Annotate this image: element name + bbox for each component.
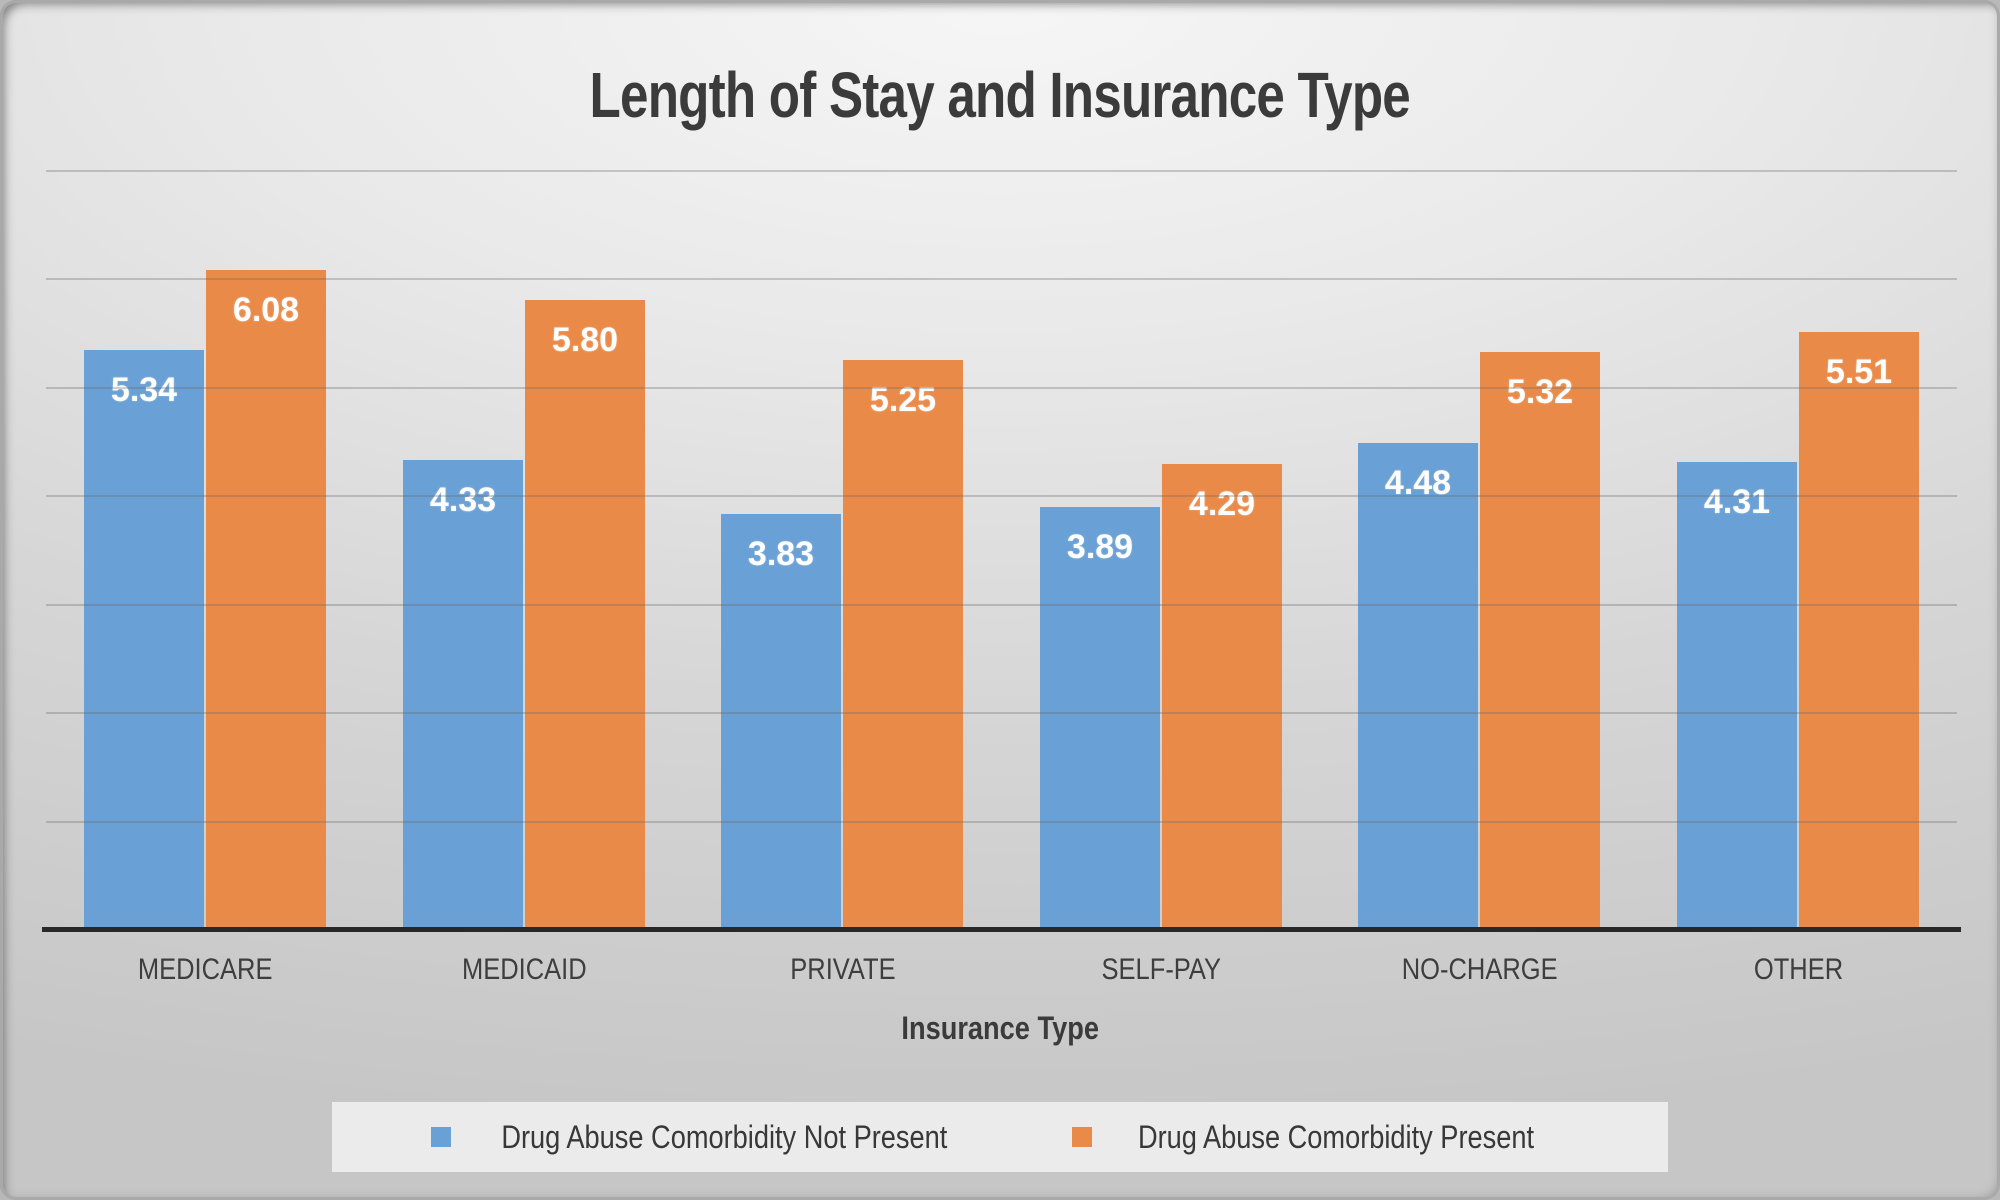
gridline-y-4 — [46, 495, 1957, 497]
legend: Drug Abuse Comorbidity Not Present Drug A… — [332, 1102, 1668, 1172]
bar-value-label: 3.89 — [1066, 528, 1134, 566]
legend-swatch-icon — [1072, 1127, 1093, 1147]
bar-medicaid-series-2[interactable]: 5.80 — [525, 300, 645, 929]
bar-no-charge-series-1[interactable]: 4.48 — [1358, 443, 1478, 929]
bar-value-label: 4.48 — [1384, 464, 1452, 502]
bar-medicaid-series-1[interactable]: 4.33 — [403, 460, 523, 929]
bar-medicare-series-1[interactable]: 5.34 — [84, 350, 204, 929]
bar-value-label: 5.34 — [110, 371, 178, 409]
bar-other-series-2[interactable]: 5.51 — [1799, 332, 1919, 929]
plot-area: 5.34 6.08 4.33 5.80 3.83 5.25 3.89 4.29 4.48 5.32… — [42, 170, 1961, 932]
x-axis-title: Insurance Type — [0, 1010, 2000, 1047]
x-axis-label-medicaid: MEDICAID — [462, 953, 587, 986]
x-axis-label-other: OTHER — [1753, 953, 1844, 986]
bar-medicare-series-2[interactable]: 6.08 — [206, 270, 326, 929]
bar-value-label: 6.08 — [232, 291, 300, 329]
legend-item-series-1[interactable]: Drug Abuse Comorbidity Not Present — [430, 1118, 987, 1156]
bar-value-label: 4.33 — [429, 481, 497, 519]
gridline-y-6 — [46, 278, 1957, 280]
bar-private-series-2[interactable]: 5.25 — [843, 360, 963, 929]
gridline-y-1 — [46, 821, 1957, 823]
x-axis-label-medicare: MEDICARE — [138, 953, 273, 986]
bar-value-label: 5.25 — [869, 381, 937, 419]
x-axis-labels: MEDICARE MEDICAID PRIVATE SELF-PAY NO-CHARGE… — [46, 950, 1957, 990]
bar-self-pay-series-1[interactable]: 3.89 — [1040, 507, 1160, 929]
x-axis-title-text: Insurance Type — [901, 1010, 1099, 1046]
bar-private-series-1[interactable]: 3.83 — [721, 514, 841, 929]
bar-other-series-1[interactable]: 4.31 — [1677, 462, 1797, 929]
x-axis-label-private: PRIVATE — [789, 953, 896, 986]
bar-no-charge-series-2[interactable]: 5.32 — [1480, 352, 1600, 929]
legend-item-series-2[interactable]: Drug Abuse Comorbidity Present — [1072, 1119, 1569, 1156]
chart-title: Length of Stay and Insurance Type — [0, 58, 2000, 132]
chart-title-text: Length of Stay and Insurance Type — [589, 59, 1411, 131]
bar-value-label: 5.80 — [551, 321, 619, 359]
bar-value-label: 3.83 — [747, 535, 815, 573]
gridline-y-7 — [46, 170, 1957, 172]
x-axis-label-no-charge: NO-CHARGE — [1401, 953, 1558, 986]
bar-value-label: 5.51 — [1825, 353, 1893, 391]
gridline-y-2 — [46, 712, 1957, 714]
bar-value-label: 4.31 — [1703, 483, 1771, 521]
bar-self-pay-series-2[interactable]: 4.29 — [1162, 464, 1282, 929]
legend-label: Drug Abuse Comorbidity Present — [1138, 1118, 1535, 1155]
bar-value-label: 5.32 — [1506, 373, 1574, 411]
x-axis-label-self-pay: SELF-PAY — [1101, 953, 1222, 986]
bar-value-label: 4.29 — [1188, 485, 1256, 523]
legend-label: Drug Abuse Comorbidity Not Present — [501, 1118, 947, 1155]
gridline-y-5 — [46, 387, 1957, 389]
x-axis-line — [42, 927, 1961, 932]
legend-swatch-icon — [430, 1127, 451, 1147]
gridline-y-3 — [46, 604, 1957, 606]
